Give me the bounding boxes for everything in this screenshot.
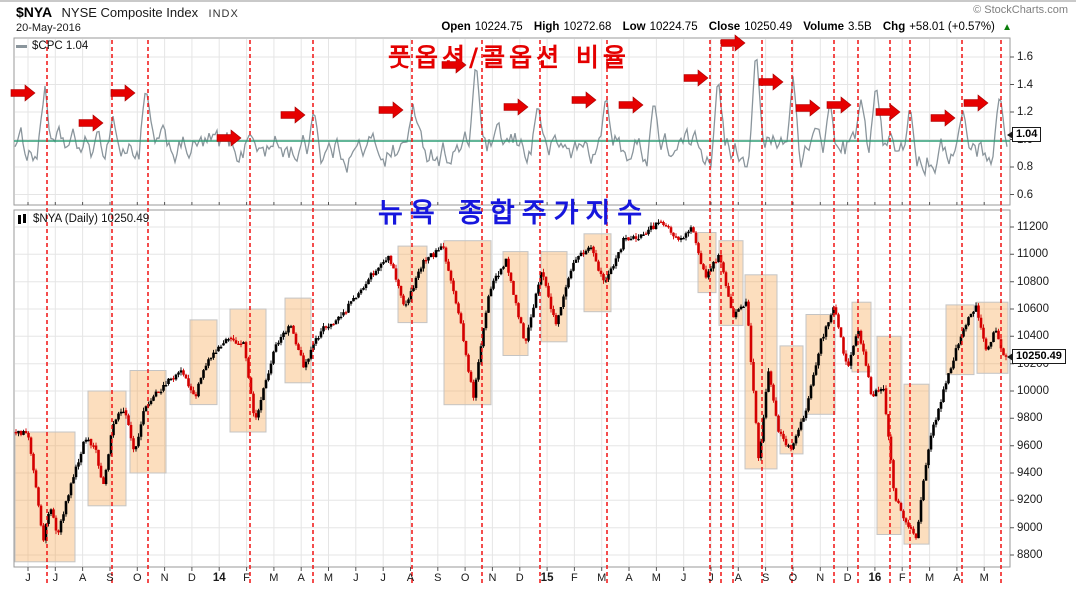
x-axis-month-label: 15 [540, 572, 554, 584]
change-value: +58.01 (+0.57%) [909, 21, 995, 33]
cpc-current-value-badge: 1.04 [1006, 127, 1042, 142]
cpc-y-axis-label: 1.6 [1017, 51, 1033, 63]
x-axis-month-label: M [651, 572, 661, 584]
x-axis-month-label: N [160, 572, 169, 584]
x-axis-month-label: M [924, 572, 935, 584]
gridlines [15, 39, 1009, 566]
nyse-composite-annotation: 뉴욕 종합주가지수 [378, 198, 650, 229]
x-axis-month-label: D [515, 572, 524, 584]
x-axis-month-label: N [488, 572, 497, 584]
nya-y-axis-label: 11000 [1017, 248, 1049, 261]
high-value: 10272.68 [563, 21, 612, 33]
up-arrow-icon: ▲ [1002, 22, 1012, 33]
x-axis-month-label: O [788, 572, 798, 584]
nya-legend-label: $NYA (Daily) 10250.49 [33, 213, 150, 225]
spike-arrow-icons [10, 34, 989, 147]
nya-y-axis-label: 8800 [1017, 549, 1043, 561]
volume-label: Volume [803, 21, 844, 33]
x-axis-month-label: A [953, 572, 961, 584]
x-axis-month-label: D [187, 572, 196, 584]
nya-y-axis-label: 9600 [1017, 439, 1043, 452]
index-name: NYSE Composite Index [61, 5, 199, 20]
x-axis-month-label: M [269, 572, 279, 584]
cpc-legend: $CPC 1.04 [16, 40, 88, 52]
nya-legend: $NYA (Daily) 10250.49 [16, 213, 149, 225]
candlestick-series [14, 219, 1008, 544]
open-label: Open [441, 21, 471, 33]
x-axis-month-label: J [380, 572, 386, 584]
x-axis-month-label: A [78, 572, 87, 584]
line-series-icon [16, 44, 27, 48]
x-axis-month-label: O [460, 572, 470, 584]
cpc-y-axis-label: 1.4 [1017, 78, 1033, 91]
x-axis-month-label: M [979, 572, 989, 584]
x-axis-month-label: J [353, 572, 359, 584]
ohlc-quote-line: Open 10224.75 High 10272.68 Low 10224.75 Cl… [441, 21, 1012, 33]
cpc-line-series [14, 58, 1008, 178]
event-vlines [46, 40, 1002, 586]
nya-y-axis-label: 10600 [1017, 303, 1049, 315]
x-axis-month-label: M [597, 572, 607, 584]
low-value: 10224.75 [649, 21, 698, 33]
x-axis-month-label: N [816, 572, 825, 584]
x-axis-month-label: F [898, 572, 906, 584]
change-label: Chg [882, 21, 906, 33]
x-axis-month-label: O [132, 572, 142, 584]
low-label: Low [622, 21, 646, 33]
x-axis-month-label: A [297, 572, 305, 584]
cpc-y-axis-label: 0.6 [1017, 188, 1033, 201]
x-axis-month-label: S [434, 572, 442, 584]
x-axis-month-label: J [52, 572, 59, 584]
x-axis-month-label: S [761, 572, 770, 584]
x-axis-month-label: J [680, 572, 687, 584]
axis-ticks [27, 56, 1014, 571]
highlight-boxes [14, 232, 1009, 563]
candlestick-icon [16, 213, 28, 225]
x-axis-month-label: S [106, 572, 114, 584]
put-call-ratio-annotation: 풋옵션/콜옵션 비율 [388, 43, 630, 72]
nya-y-axis-label: 11200 [1017, 221, 1049, 233]
nya-y-axis-label: 10000 [1017, 385, 1049, 397]
cpc-y-axis-label: 0.8 [1017, 161, 1033, 173]
nya-y-axis-label: 9200 [1017, 494, 1043, 507]
x-axis-month-label: D [843, 572, 852, 584]
x-axis-month-label: 14 [212, 572, 226, 584]
nya-y-axis-label: 9800 [1017, 412, 1043, 425]
nya-y-axis-label: 9000 [1017, 521, 1043, 534]
close-value: 10250.49 [744, 21, 793, 33]
ticker-symbol: $NYA [16, 4, 53, 20]
volume-value: 3.5B [847, 21, 872, 33]
x-axis-month-label: A [406, 572, 415, 584]
cpc-y-axis-label: 1.2 [1017, 106, 1033, 118]
top-border-strip [0, 0, 1076, 2]
x-axis-month-label: A [734, 572, 742, 584]
cpc-legend-label: $CPC 1.04 [32, 40, 89, 52]
x-axis-month-label: J [708, 572, 714, 584]
chart-title: $NYA NYSE Composite Index INDX [16, 4, 239, 22]
x-axis-month-label: F [571, 572, 578, 584]
x-axis-month-label: A [625, 572, 633, 584]
nya-y-axis-label: 10800 [1017, 275, 1049, 288]
x-axis-month-label: J [25, 572, 31, 584]
nya-panel [13, 209, 1011, 568]
cpc-panel [13, 37, 1011, 206]
x-axis-month-label: 16 [868, 572, 882, 584]
high-label: High [533, 21, 560, 33]
x-axis-month-label: M [323, 572, 334, 584]
x-axis-month-label: F [243, 572, 250, 584]
nya-current-value-badge: 10250.49 [1007, 349, 1066, 364]
close-label: Close [708, 21, 741, 33]
chart-date: 20-May-2016 [16, 22, 81, 34]
open-value: 10224.75 [474, 21, 523, 33]
copyright-notice: © StockCharts.com [973, 4, 1068, 16]
nya-y-axis-label: 9400 [1017, 467, 1043, 479]
nya-y-axis-label: 10400 [1017, 330, 1049, 343]
exchange-label: INDX [208, 8, 239, 20]
